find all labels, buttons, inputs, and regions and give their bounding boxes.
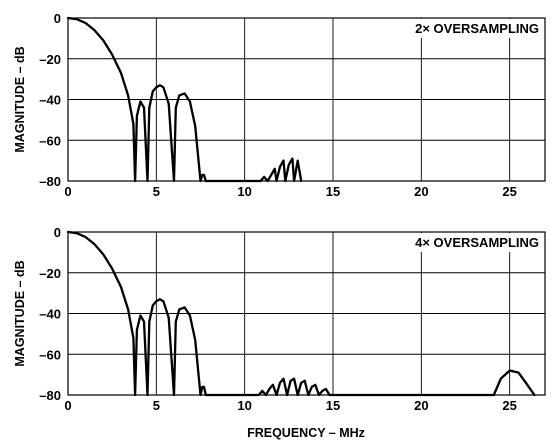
panel-4x-oversampling: 4× OVERSAMPLING 0 5 10 15 20 25 0 –20 –40 –60 –80 MA…	[13, 225, 546, 413]
x-axis-title: FREQUENCY – MHz	[247, 426, 365, 440]
x-tick-label: 5	[153, 398, 160, 413]
x-tick-label: 25	[502, 398, 516, 413]
x-tick-label: 10	[237, 184, 251, 199]
y-tick-label: –40	[39, 93, 61, 108]
y-tick-label: –80	[39, 174, 61, 189]
x-tick-label: 20	[414, 184, 428, 199]
y-tick-label: –40	[39, 307, 61, 322]
x-tick-label: 20	[414, 398, 428, 413]
magnitude-response-line	[66, 16, 303, 183]
y-tick-label: –80	[39, 388, 61, 403]
magnitude-response-line	[66, 230, 536, 397]
x-tick-label: 5	[153, 184, 160, 199]
annotation-background	[374, 19, 544, 38]
y-axis-title: MAGNITUDE – dB	[13, 260, 27, 366]
y-tick-label: 0	[54, 225, 61, 240]
oversampling-annotation: 2× OVERSAMPLING	[415, 21, 539, 36]
x-tick-label: 0	[64, 184, 71, 199]
annotation-background	[374, 233, 544, 252]
x-tick-label: 0	[64, 398, 71, 413]
x-tick-label: 10	[237, 398, 251, 413]
x-tick-label: 15	[326, 184, 340, 199]
y-tick-label: –60	[39, 347, 61, 362]
y-tick-label: –20	[39, 52, 61, 67]
y-axis-title: MAGNITUDE – dB	[13, 46, 27, 152]
y-tick-label: 0	[54, 11, 61, 26]
x-tick-label: 15	[326, 398, 340, 413]
y-tick-label: –60	[39, 133, 61, 148]
x-tick-label: 25	[502, 184, 516, 199]
y-tick-label: –20	[39, 266, 61, 281]
panel-2x-oversampling: 2× OVERSAMPLING 0 5 10 15 20 25 0 –20 –40 –60 –80 MA…	[13, 11, 546, 199]
oversampling-annotation: 4× OVERSAMPLING	[415, 235, 539, 250]
